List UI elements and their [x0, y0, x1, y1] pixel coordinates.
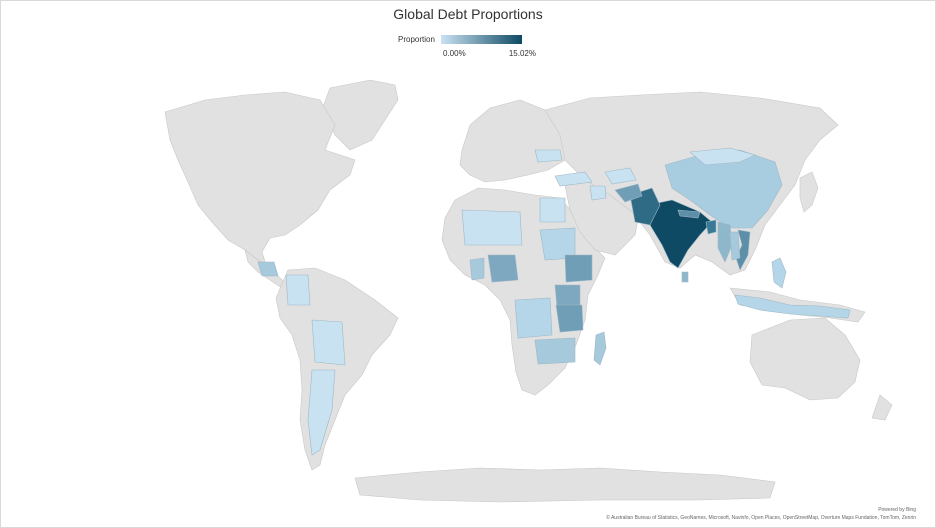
legend-gradient-bar — [441, 35, 522, 44]
country-colombia-ecuador[interactable] — [285, 274, 311, 306]
land-greenland — [321, 79, 399, 151]
land-new-zealand — [871, 394, 893, 421]
country-ghana[interactable] — [469, 257, 485, 281]
country-ethiopia[interactable] — [564, 254, 593, 283]
land-japan — [799, 171, 819, 213]
country-ukraine[interactable] — [534, 149, 563, 163]
land-south-america — [275, 267, 399, 471]
country-vietnam[interactable] — [735, 229, 751, 271]
country-afghanistan[interactable] — [614, 183, 643, 203]
country-uzbekistan[interactable] — [604, 167, 637, 185]
country-sri-lanka[interactable] — [681, 271, 689, 283]
country-myanmar[interactable] — [717, 221, 733, 263]
country-zambia-mozambique[interactable] — [534, 337, 576, 365]
chart-title: Global Debt Proportions — [393, 6, 543, 22]
land-australia — [749, 317, 861, 401]
country-tanzania[interactable] — [555, 304, 584, 333]
country-mali-niger[interactable] — [461, 209, 523, 246]
country-bolivia-paraguay[interactable] — [311, 319, 346, 366]
country-mongolia[interactable] — [689, 147, 756, 166]
country-argentina[interactable] — [307, 369, 336, 456]
land-antarctica — [354, 467, 776, 503]
country-nepal[interactable] — [677, 209, 701, 219]
country-laos-cambodia[interactable] — [729, 231, 741, 261]
country-indonesia[interactable] — [734, 294, 851, 319]
country-guatemala-honduras[interactable] — [257, 261, 279, 277]
legend-max-value: 15.02% — [508, 49, 536, 58]
country-nigeria[interactable] — [487, 254, 519, 283]
country-turkey[interactable] — [554, 171, 593, 187]
map-attribution: © Australian Bureau of Statistics, GeoNa… — [606, 515, 916, 521]
country-iraq[interactable] — [589, 185, 607, 201]
powered-by-text: Powered by Bing — [878, 507, 916, 513]
country-dr-congo[interactable] — [514, 297, 553, 339]
country-philippines[interactable] — [771, 257, 787, 289]
country-madagascar[interactable] — [593, 331, 607, 366]
legend-label: Proportion — [398, 35, 435, 44]
country-egypt[interactable] — [539, 197, 566, 223]
land-north-america — [164, 91, 356, 266]
legend-min-value: 0.00% — [443, 49, 466, 58]
country-kenya-uganda[interactable] — [554, 284, 581, 308]
country-bangladesh[interactable] — [705, 219, 717, 235]
